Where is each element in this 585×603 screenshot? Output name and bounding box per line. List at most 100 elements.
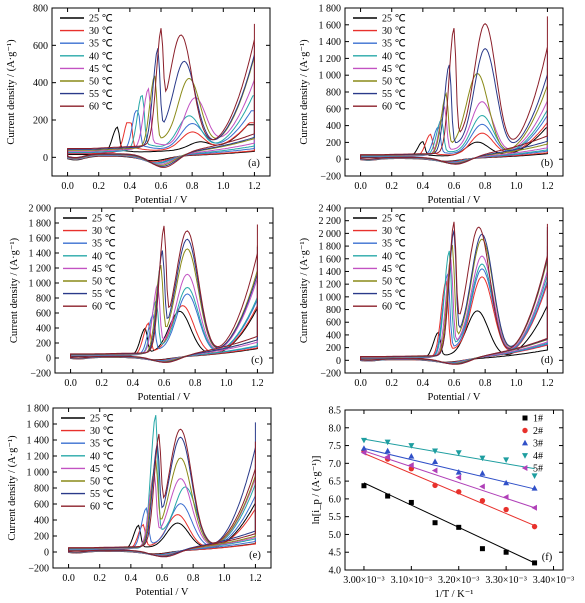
point-4	[502, 494, 509, 501]
x-tick-label: 1.2	[541, 378, 554, 389]
panel-1: 0.0 0.2 0.4 0.6 0.8 1.0 1.2 −200 0 200 400 600 800 1 …	[299, 4, 564, 206]
legend-marker-0	[522, 415, 528, 421]
y-tick-label: 1 200	[27, 452, 50, 463]
point-1	[479, 497, 486, 504]
y-tick-label: 4.5	[329, 548, 342, 559]
point-2	[408, 453, 415, 459]
point-1	[432, 482, 438, 489]
legend-label-1: 30 ℃	[90, 426, 114, 437]
legend-label-5: 50 ℃	[90, 477, 114, 488]
legend-label-6: 55 ℃	[382, 289, 406, 300]
legend-label-4: 45 ℃	[89, 64, 113, 75]
panel-label: (e)	[249, 550, 261, 561]
x-tick-label: 1.2	[249, 573, 262, 584]
y-tick-label: 2 000	[29, 204, 52, 215]
y-tick-label: −200	[320, 172, 341, 183]
y-tick-label: 600	[326, 104, 341, 115]
y-axis-label: Current density / (A·g⁻¹)	[6, 39, 17, 145]
point-0	[532, 560, 538, 566]
fit-line-0	[363, 482, 535, 564]
legend-label-7: 60 ℃	[382, 102, 406, 113]
y-tick-label: 200	[36, 339, 51, 350]
legend-label-5: 50 ℃	[89, 77, 113, 88]
x-tick-label: 0.2	[385, 181, 398, 192]
point-3	[503, 457, 510, 463]
x-tick-label: 0.0	[64, 378, 77, 389]
x-tick-label: 0.0	[61, 181, 74, 192]
y-tick-label: 200	[326, 138, 341, 149]
x-tick-label: 0.0	[354, 181, 367, 192]
y-tick-label: 1 000	[319, 292, 342, 303]
y-tick-label: 0	[336, 356, 341, 367]
legend-label-3: 40 ℃	[382, 251, 406, 262]
point-3	[408, 443, 415, 449]
legend-label-4: 45 ℃	[382, 64, 406, 75]
x-tick-label: 0.2	[93, 573, 106, 584]
point-3	[360, 437, 367, 444]
point-4	[455, 474, 462, 481]
legend-label-3: 40 ℃	[92, 251, 116, 262]
y-tick-label: 400	[33, 78, 48, 89]
y-tick-label: 1 200	[319, 54, 342, 65]
legend-label-3: 40 ℃	[382, 51, 406, 62]
y-tick-label: 1 600	[27, 420, 50, 431]
point-2	[360, 445, 367, 451]
point-3	[531, 473, 538, 479]
point-2	[384, 447, 391, 454]
legend-label-6: 55 ℃	[90, 489, 114, 500]
legend-marker-3	[522, 453, 528, 459]
y-tick-label: 1 800	[319, 242, 342, 253]
point-2	[503, 479, 510, 486]
panel-5: 3.00×10⁻³ 3.10×10⁻³ 3.20×10⁻³ 3.30×10⁻³ 3.40…	[311, 406, 574, 601]
legend-label-1: 30 ℃	[92, 226, 116, 237]
y-tick-label: 1 800	[29, 219, 52, 230]
point-0	[385, 493, 391, 499]
y-tick-label: 1 200	[29, 264, 52, 275]
legend-label-6: 55 ℃	[89, 89, 113, 100]
point-0	[479, 546, 485, 552]
point-4	[360, 449, 367, 456]
y-tick-label: 2 000	[319, 229, 342, 240]
legend-label-2: 35 ℃	[382, 39, 406, 50]
x-tick-label: 0.2	[95, 378, 108, 389]
y-tick-label: 2 400	[319, 204, 342, 215]
cv-curve-7	[68, 428, 256, 558]
fit-line-3	[363, 438, 535, 470]
x-tick-label: 0.0	[62, 573, 75, 584]
y-tick-label: 1 800	[27, 404, 50, 415]
x-tick-label: 0.8	[187, 573, 200, 584]
legend-label-4: 45 ℃	[92, 264, 116, 275]
y-tick-label: 200	[33, 116, 48, 127]
y-tick-label: 7.5	[329, 441, 342, 452]
x-tick-label: 0.6	[448, 378, 461, 389]
panel-label: (f)	[542, 552, 553, 563]
legend-label-2: 35 ℃	[90, 439, 114, 450]
x-axis-label: Potential / V	[135, 195, 188, 206]
y-axis-label: Current density / (A·g⁻¹)	[9, 237, 20, 343]
cv-curve-7	[67, 23, 255, 168]
y-tick-label: 800	[36, 294, 51, 305]
x-axis-label: Potential / V	[136, 587, 189, 598]
x-axis-label: Potential / V	[138, 392, 191, 403]
point-0	[408, 499, 414, 505]
y-tick-label: 0	[44, 548, 49, 559]
legend-label-7: 60 ℃	[90, 502, 114, 513]
legend-label-3: 40 ℃	[89, 51, 113, 62]
point-1	[531, 523, 538, 530]
y-axis-label: Current density / (A·g⁻¹)	[299, 39, 310, 145]
y-tick-label: 800	[326, 305, 341, 316]
legend-label-1: 30 ℃	[89, 26, 113, 37]
legend-label-2: 35 ℃	[89, 39, 113, 50]
y-tick-label: 400	[326, 330, 341, 341]
y-tick-label: 800	[326, 88, 341, 99]
y-tick-label: 1 400	[319, 267, 342, 278]
y-tick-label: 6.0	[329, 494, 342, 505]
legend-label-0: 1#	[533, 414, 543, 425]
panel-label: (c)	[251, 355, 263, 366]
cv-curve-7	[360, 16, 548, 165]
y-tick-label: −200	[320, 369, 341, 380]
y-tick-label: 600	[326, 318, 341, 329]
y-tick-label: 1 200	[319, 280, 342, 291]
